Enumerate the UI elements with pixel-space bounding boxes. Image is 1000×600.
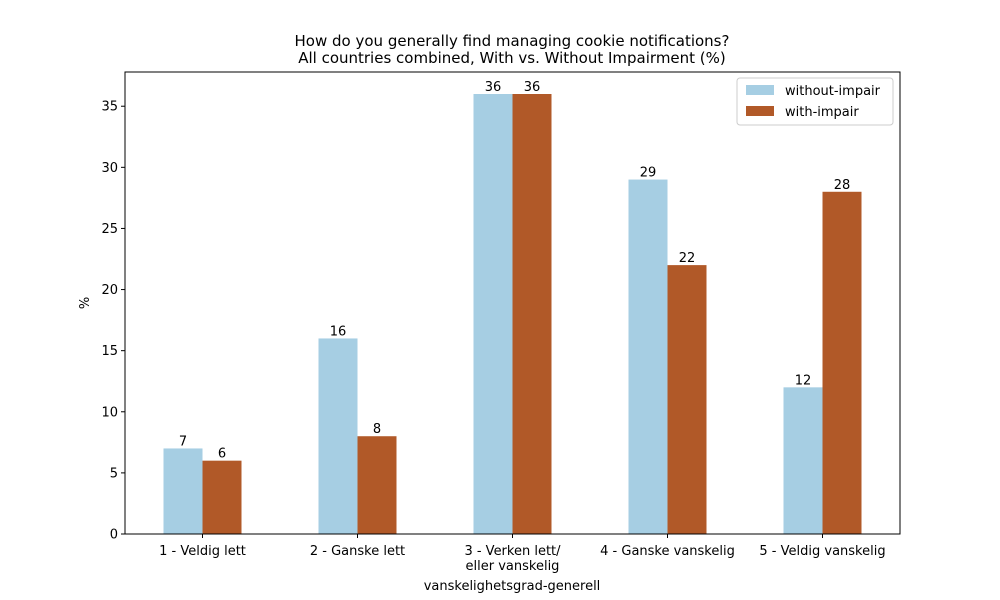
legend-frame [736, 77, 894, 126]
data-label-without-impair-3: 36 [485, 80, 502, 95]
y-axis-label: % [78, 297, 93, 309]
chart-title: How do you generally find managing cooki… [295, 32, 730, 67]
x-tick-label-2: 2 - Ganske lett [310, 544, 405, 559]
data-label-without-impair-4: 29 [640, 166, 657, 181]
x-tick-label-4: 4 - Ganske vanskelig [600, 544, 735, 559]
bars-group [163, 94, 862, 535]
y-tick-label-20: 20 [101, 283, 118, 298]
data-label-without-impair-2: 16 [330, 324, 347, 339]
x-tick-label-5: 5 - Veldig vanskelig [759, 544, 885, 559]
legend-label-with-impair: with-impair [785, 105, 859, 120]
y-tick-label-10: 10 [101, 405, 118, 420]
bar-with-impair-3 [512, 94, 552, 534]
y-tick-label-15: 15 [101, 344, 118, 359]
chart-title-line-1: How do you generally find managing cooki… [295, 32, 730, 50]
bar-with-impair-2 [357, 436, 397, 534]
data-labels-group: 7 16 36 29 12 6 8 36 22 28 [179, 80, 850, 462]
x-tick-label-1: 1 - Veldig lett [159, 544, 246, 559]
y-tick-label-5: 5 [110, 466, 118, 481]
y-axis: 0 5 10 15 20 25 30 35 [101, 100, 125, 543]
y-tick-label-30: 30 [101, 161, 118, 176]
bar-with-impair-5 [822, 191, 862, 534]
bar-with-impair-1 [202, 460, 242, 534]
x-axis-label: vanskelighetsgrad-generell [424, 579, 601, 594]
bar-without-impair-1 [163, 448, 203, 534]
bar-without-impair-5 [783, 387, 823, 534]
bar-without-impair-2 [318, 338, 358, 534]
legend: without-impair with-impair [736, 77, 894, 126]
data-label-with-impair-3: 36 [524, 80, 541, 95]
legend-swatch-without-impair [746, 85, 774, 95]
plot-area-frame [124, 71, 901, 535]
data-label-with-impair-5: 28 [834, 178, 851, 193]
data-label-with-impair-4: 22 [679, 251, 696, 266]
y-tick-label-25: 25 [101, 222, 118, 237]
bar-without-impair-3 [473, 94, 513, 534]
x-tick-label-3: 3 - Verken lett/eller vanskelig [464, 544, 561, 574]
data-label-with-impair-2: 8 [373, 422, 381, 437]
legend-label-without-impair: without-impair [785, 84, 881, 99]
bar-without-impair-4 [628, 179, 668, 535]
y-tick-label-35: 35 [101, 100, 118, 115]
data-label-with-impair-1: 6 [218, 447, 226, 462]
y-tick-label-0: 0 [110, 528, 118, 543]
legend-swatch-with-impair [746, 106, 774, 116]
chart-title-line-2: All countries combined, With vs. Without… [298, 49, 726, 67]
data-label-without-impair-1: 7 [179, 434, 187, 449]
x-axis: 1 - Veldig lett 2 - Ganske lett 3 - Verken… [159, 534, 886, 574]
bar-with-impair-4 [667, 265, 707, 534]
data-label-without-impair-5: 12 [795, 373, 812, 388]
